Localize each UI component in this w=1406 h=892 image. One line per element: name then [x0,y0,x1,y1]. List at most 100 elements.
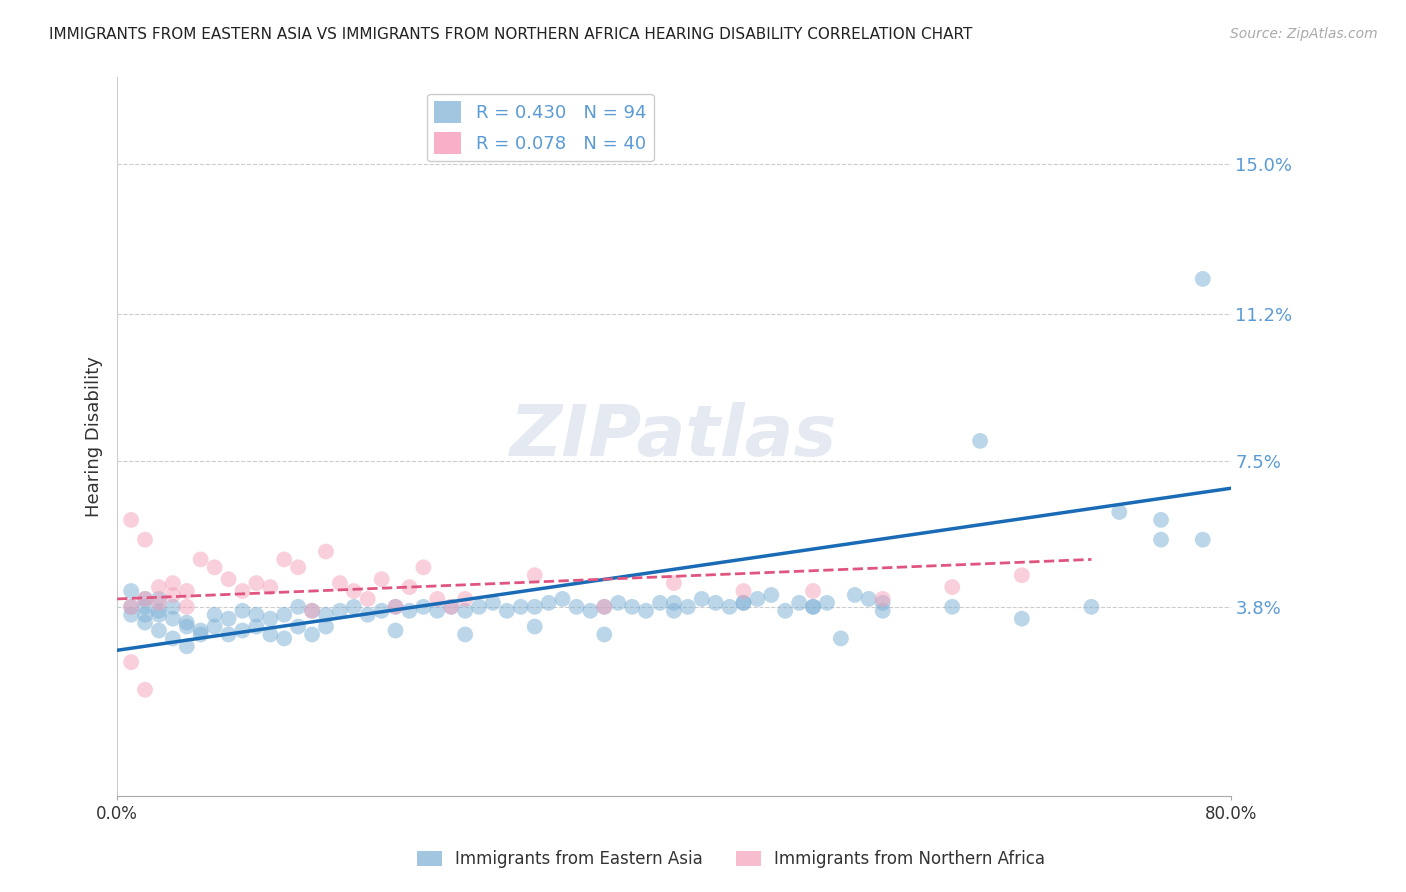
Point [662,604,685,618]
Point [593,599,616,614]
Point [148,604,170,618]
Point [440,599,463,614]
Point [315,607,337,622]
Y-axis label: Hearing Disability: Hearing Disability [86,357,103,517]
Point [204,560,226,574]
Point [801,599,824,614]
Point [398,604,420,618]
Point [357,591,380,606]
Point [176,615,198,630]
Point [120,607,142,622]
Point [607,596,630,610]
Point [676,599,699,614]
Point [343,599,366,614]
Point [176,619,198,633]
Point [440,599,463,614]
Point [245,576,267,591]
Point [301,627,323,641]
Point [384,599,406,614]
Point [551,591,574,606]
Point [801,599,824,614]
Point [245,607,267,622]
Point [733,596,755,610]
Point [761,588,783,602]
Point [329,576,352,591]
Point [523,568,546,582]
Point [259,580,281,594]
Point [384,624,406,638]
Point [412,599,434,614]
Point [704,596,727,610]
Point [1150,533,1173,547]
Point [523,619,546,633]
Point [357,607,380,622]
Text: ZIPatlas: ZIPatlas [510,402,838,472]
Point [162,599,184,614]
Point [134,615,156,630]
Point [412,560,434,574]
Point [231,584,253,599]
Point [162,632,184,646]
Point [148,596,170,610]
Point [733,596,755,610]
Point [134,607,156,622]
Point [496,604,519,618]
Point [426,591,449,606]
Point [787,596,810,610]
Point [343,584,366,599]
Point [747,591,769,606]
Point [454,604,477,618]
Point [120,599,142,614]
Point [872,604,894,618]
Point [579,604,602,618]
Point [384,599,406,614]
Point [218,572,240,586]
Point [733,584,755,599]
Point [830,632,852,646]
Point [287,560,309,574]
Point [565,599,588,614]
Point [872,596,894,610]
Point [815,596,838,610]
Point [273,632,295,646]
Point [231,624,253,638]
Point [941,580,963,594]
Point [426,604,449,618]
Point [523,599,546,614]
Point [148,607,170,622]
Point [162,576,184,591]
Point [134,591,156,606]
Point [134,682,156,697]
Point [398,580,420,594]
Point [858,591,880,606]
Legend: R = 0.430   N = 94, R = 0.078   N = 40: R = 0.430 N = 94, R = 0.078 N = 40 [427,94,654,161]
Point [1191,533,1213,547]
Point [162,612,184,626]
Point [1108,505,1130,519]
Point [218,627,240,641]
Point [454,591,477,606]
Point [509,599,531,614]
Point [148,580,170,594]
Point [273,552,295,566]
Point [1191,272,1213,286]
Point [120,584,142,599]
Point [370,604,392,618]
Point [468,599,491,614]
Point [148,624,170,638]
Point [537,596,560,610]
Point [773,604,796,618]
Point [190,624,212,638]
Point [1150,513,1173,527]
Point [134,591,156,606]
Point [176,640,198,654]
Point [648,596,671,610]
Point [1011,612,1033,626]
Point [259,612,281,626]
Point [162,588,184,602]
Point [273,607,295,622]
Point [690,591,713,606]
Point [662,596,685,610]
Text: Source: ZipAtlas.com: Source: ZipAtlas.com [1230,27,1378,41]
Point [176,599,198,614]
